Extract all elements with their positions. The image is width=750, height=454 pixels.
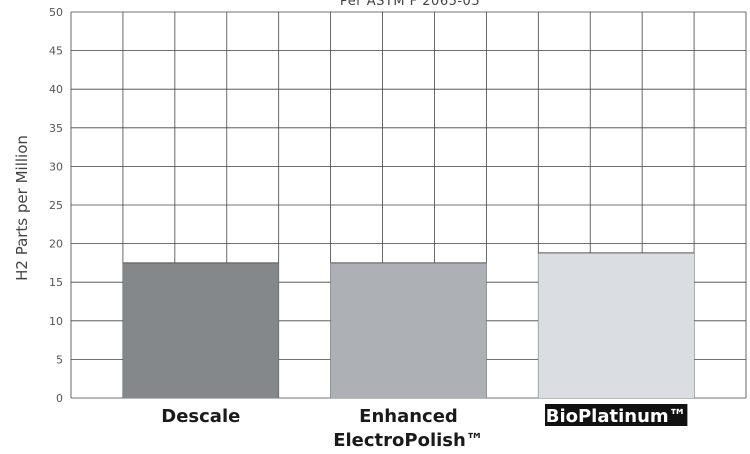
y-tick-label: 20 bbox=[49, 238, 63, 251]
y-tick-label: 40 bbox=[49, 83, 63, 96]
y-tick-label: 5 bbox=[56, 353, 63, 366]
category-label: Enhanced bbox=[359, 406, 458, 427]
y-tick-label: 15 bbox=[49, 276, 63, 289]
y-tick-label: 0 bbox=[56, 392, 63, 405]
y-tick-label: 10 bbox=[49, 315, 63, 328]
bar bbox=[538, 252, 695, 398]
bar bbox=[122, 262, 279, 398]
y-tick-label: 25 bbox=[49, 199, 63, 212]
y-tick-label: 35 bbox=[49, 122, 63, 135]
category-label-highlight bbox=[544, 404, 688, 426]
chart-title: Per ASTM F 2065-05 bbox=[340, 0, 480, 9]
bars bbox=[122, 252, 695, 398]
y-tick-label: 50 bbox=[49, 6, 63, 19]
y-tick-label: 30 bbox=[49, 160, 63, 173]
y-axis-label: H2 Parts per Million bbox=[13, 135, 31, 281]
y-tick-labels: 0 5 10 15 20 25 30 35 40 45 50 bbox=[49, 6, 63, 405]
category-label: Descale bbox=[161, 406, 240, 427]
x-category-labels: Descale Enhanced ElectroPolish™ BioPlatinum… bbox=[161, 404, 688, 451]
category-label: BioPlatinum™ bbox=[546, 406, 687, 427]
category-label: ElectroPolish™ bbox=[333, 430, 484, 451]
bar bbox=[330, 262, 487, 398]
y-tick-label: 45 bbox=[49, 45, 63, 58]
